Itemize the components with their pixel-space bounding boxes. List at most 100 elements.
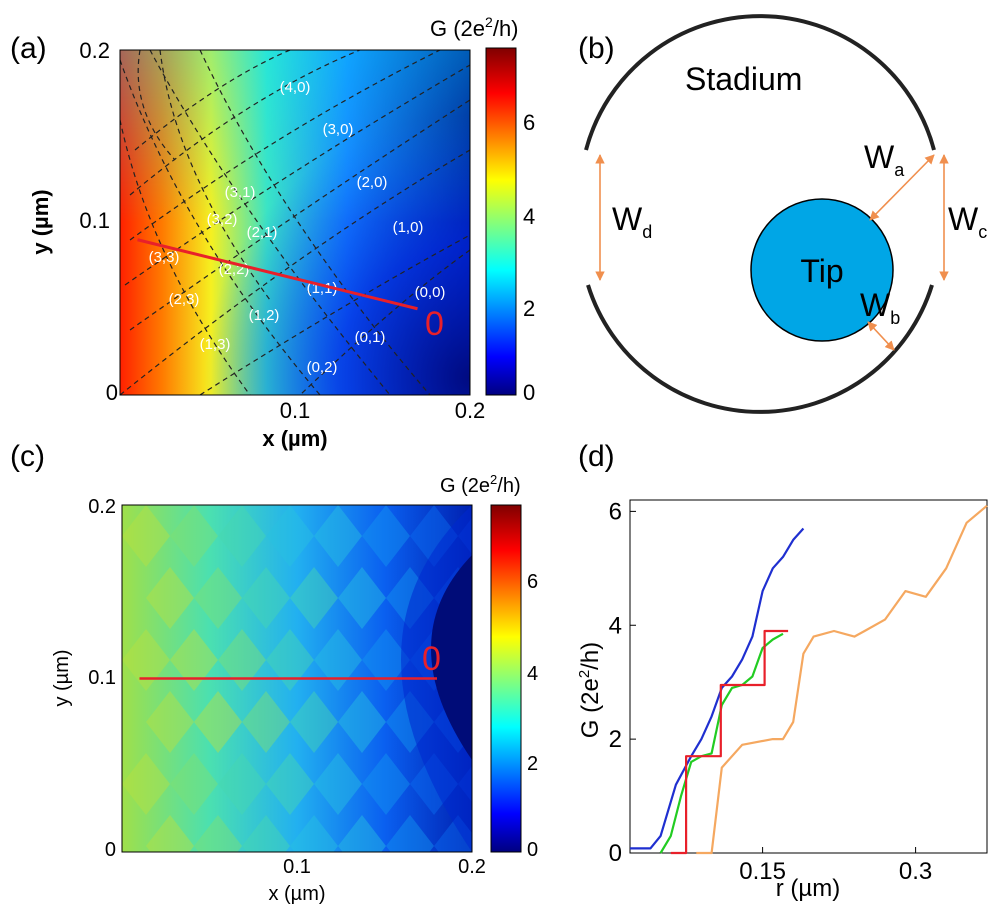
panel-d-series bbox=[630, 504, 988, 855]
panel-c-heatmap bbox=[122, 505, 472, 852]
panel-a-cut-line bbox=[137, 238, 418, 311]
tip-circle bbox=[750, 198, 894, 342]
mode-label: (3,1) bbox=[225, 184, 256, 201]
tip-label: Tip bbox=[800, 253, 843, 289]
panel-a-cbar-tick-6: 6 bbox=[523, 110, 535, 135]
stadium-wall-bottom bbox=[586, 284, 934, 414]
panel-a-ytick-0.2: 0.2 bbox=[79, 38, 110, 63]
panel-c-ytick-0: 0 bbox=[105, 839, 116, 861]
panel-c-colorbar bbox=[490, 504, 522, 853]
diamond-cell bbox=[242, 691, 290, 753]
diamond-cell bbox=[146, 567, 194, 629]
mode-grid-line bbox=[299, 249, 470, 395]
panel-c-ylabel: y (µm) bbox=[51, 649, 73, 706]
wc-label: Wc bbox=[948, 201, 987, 242]
diamond-cell bbox=[266, 505, 314, 567]
mode-label: (2,0) bbox=[357, 174, 388, 191]
panel-d-series-line-3 bbox=[670, 629, 789, 855]
diamond-cell bbox=[146, 815, 194, 852]
mode-grid-line bbox=[120, 149, 470, 395]
mode-grid-line bbox=[199, 50, 431, 395]
mode-label: (1,2) bbox=[249, 307, 280, 324]
diamond-cell bbox=[290, 691, 338, 753]
diamond-cell bbox=[194, 815, 242, 852]
panel-a-cbar-tick-4: 4 bbox=[523, 204, 535, 229]
panel-b: (b) Tip Stadium Wd Wa Wc Wb bbox=[578, 14, 987, 414]
panel-c-xlabel: x (µm) bbox=[268, 883, 325, 905]
panel-a-cbar-title: G (2e2/h) bbox=[430, 14, 519, 41]
diamond-cell bbox=[386, 815, 434, 852]
panel-d-ylabel: G (2e2/h) bbox=[576, 642, 604, 738]
mode-label: (3,0) bbox=[323, 121, 354, 138]
diamond-cell bbox=[314, 629, 362, 691]
panel-c-label: (c) bbox=[10, 440, 45, 473]
panel-a-xlabel: x (µm) bbox=[262, 426, 327, 451]
diamond-cell bbox=[362, 505, 410, 567]
mode-grid-line bbox=[129, 50, 361, 196]
mode-label: (1,3) bbox=[200, 336, 231, 353]
diamond-cell bbox=[122, 753, 170, 815]
diamond-cell bbox=[194, 567, 242, 629]
diamond-cell bbox=[122, 629, 170, 691]
panel-a: (a) (4,0) (3,0) (2,0) (1,0) (0,0) (3,1) (2,1) (… bbox=[10, 14, 535, 451]
mode-label: (2,1) bbox=[247, 224, 278, 241]
panel-c-zero-marker: 0 bbox=[422, 640, 441, 678]
panel-a-cbar-tick-0: 0 bbox=[523, 380, 535, 405]
diamond-cell bbox=[242, 567, 290, 629]
panel-c-ytick-0.2: 0.2 bbox=[88, 496, 116, 518]
mode-grid-line bbox=[149, 50, 391, 395]
panel-a-xtick-0.1: 0.1 bbox=[280, 398, 311, 423]
panel-a-cbar-tick-2: 2 bbox=[523, 296, 535, 321]
panel-d-series-line-4 bbox=[696, 504, 988, 855]
mode-grid-line bbox=[120, 59, 321, 395]
mode-label: (0,2) bbox=[307, 359, 338, 376]
diamond-cell bbox=[314, 753, 362, 815]
panel-c-cbar-tick-2: 2 bbox=[527, 753, 538, 775]
panel-d: (d) 0.15 0.3 0 2 4 6 r (µm) G (2e2/h) bbox=[576, 440, 988, 902]
panel-c-xtick-0.1: 0.1 bbox=[283, 856, 311, 878]
diamond-cell bbox=[242, 815, 290, 852]
stadium-label: Stadium bbox=[685, 61, 802, 97]
panel-c-cbar-tick-0: 0 bbox=[527, 839, 538, 861]
diamond-cell bbox=[170, 753, 218, 815]
panel-a-ylabel: y (µm) bbox=[28, 189, 53, 254]
mode-grid-line bbox=[124, 64, 470, 286]
panel-d-ytick-label: 4 bbox=[609, 612, 622, 639]
diamond-cell bbox=[170, 505, 218, 567]
diamond-cell bbox=[314, 505, 362, 567]
panel-c-xtick-0.2: 0.2 bbox=[458, 856, 486, 878]
panel-d-ytick-label: 2 bbox=[609, 726, 622, 753]
panel-a-zero-marker: 0 bbox=[425, 305, 444, 343]
panel-a-frame bbox=[119, 49, 471, 396]
mode-grid-line bbox=[120, 119, 251, 395]
panel-c-ytick-0.1: 0.1 bbox=[88, 667, 116, 689]
diamond-cell bbox=[266, 629, 314, 691]
diamond-cell bbox=[362, 629, 410, 691]
wb-label: Wb bbox=[860, 287, 900, 328]
mode-label: (4,0) bbox=[280, 79, 311, 96]
diamond-cell bbox=[338, 567, 386, 629]
diamond-cell bbox=[218, 505, 266, 567]
panel-a-heatmap bbox=[120, 50, 470, 395]
mode-grid-line bbox=[129, 99, 470, 331]
diamond-cell bbox=[194, 691, 242, 753]
diamond-cell bbox=[338, 691, 386, 753]
panel-a-xtick-0.2: 0.2 bbox=[455, 398, 486, 423]
mode-grid-line bbox=[129, 50, 441, 241]
stadium-wall-top bbox=[584, 14, 936, 151]
panel-d-xlabel: r (µm) bbox=[776, 875, 840, 902]
panel-a-ytick-0: 0 bbox=[106, 380, 118, 405]
mode-label: (1,0) bbox=[393, 219, 424, 236]
panel-b-label: (b) bbox=[578, 32, 615, 65]
mode-grid-line bbox=[134, 50, 291, 151]
wa-arrow bbox=[869, 154, 935, 221]
panel-d-ytick-label: 0 bbox=[609, 840, 622, 867]
panel-d-xtick-label: 0.3 bbox=[899, 858, 932, 885]
diamond-cell bbox=[362, 753, 410, 815]
diamond-cell bbox=[290, 567, 338, 629]
diamond-cell bbox=[218, 753, 266, 815]
panel-d-ytick-label: 6 bbox=[609, 498, 622, 525]
mode-label: (3,2) bbox=[207, 211, 238, 228]
panel-d-label: (d) bbox=[578, 440, 615, 473]
